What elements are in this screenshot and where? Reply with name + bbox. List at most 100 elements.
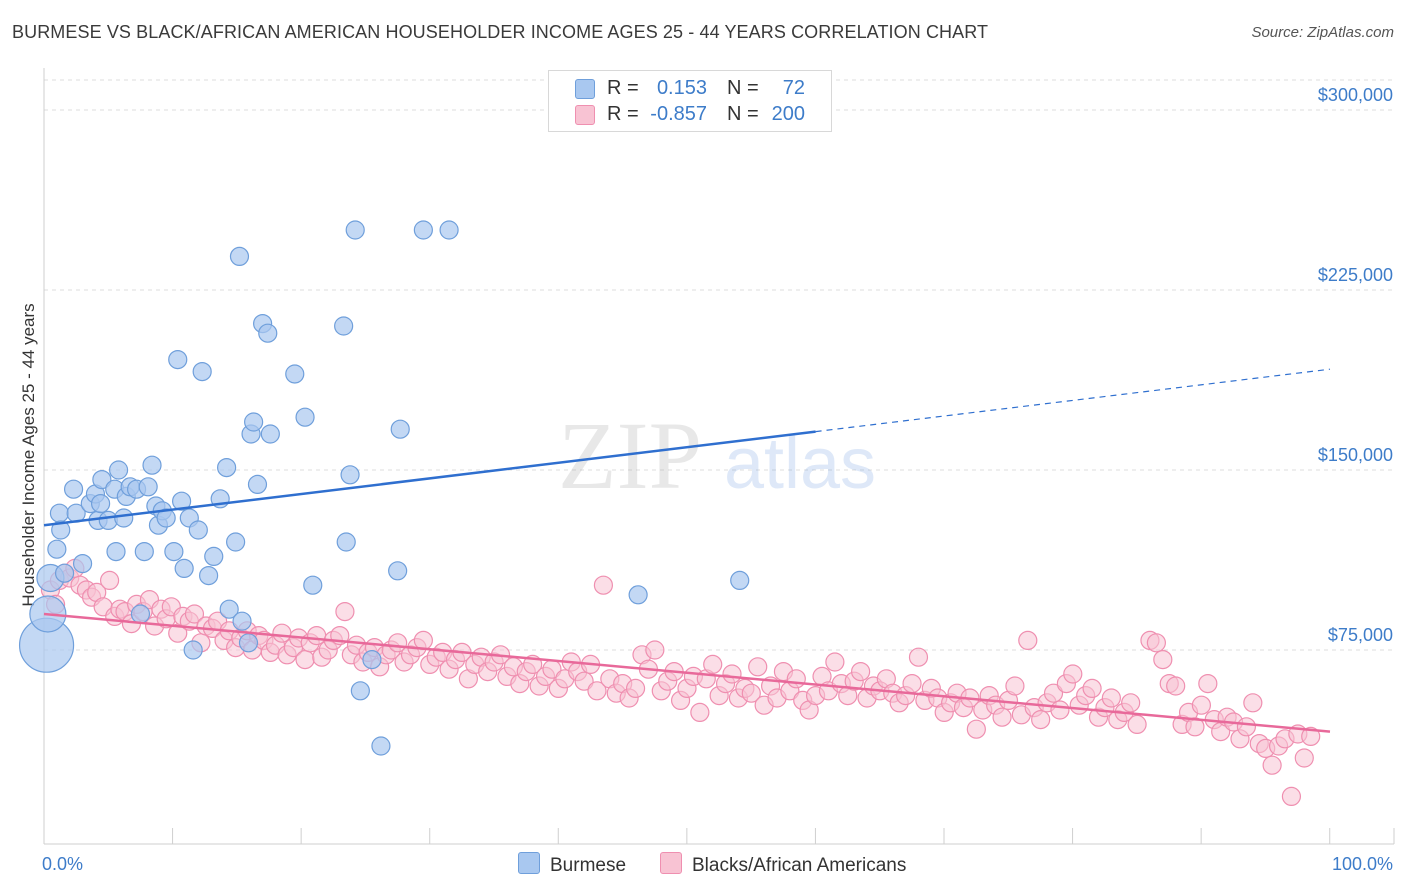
trend-line-burmese	[43, 430, 816, 527]
data-point-blacks	[1146, 633, 1166, 653]
data-point-burmese	[350, 681, 370, 701]
series-blacks-points	[40, 558, 1321, 807]
data-point-burmese	[106, 541, 126, 562]
data-point-burmese	[164, 541, 184, 562]
data-point-burmese	[138, 477, 158, 497]
r-label: R =	[607, 77, 639, 99]
data-point-burmese	[238, 633, 259, 653]
legend-item-burmese[interactable]: Burmese	[518, 852, 626, 877]
data-point-burmese	[232, 611, 252, 631]
data-point-burmese	[168, 350, 188, 370]
data-point-blacks	[1063, 664, 1083, 684]
n-label: N =	[727, 103, 759, 125]
correlation-legend: R = 0.153 N = 72 R = -0.857 N = 200	[548, 70, 832, 132]
legend-label-burmese: Burmese	[550, 855, 627, 876]
watermark: ZIP atlas	[558, 402, 876, 509]
data-point-burmese	[174, 558, 194, 579]
n-value: 72	[782, 77, 805, 99]
data-point-blacks	[786, 669, 806, 689]
data-point-burmese	[92, 470, 112, 490]
n-label: N =	[727, 77, 759, 99]
burmese-swatch	[575, 79, 595, 99]
data-point-blacks	[741, 683, 761, 703]
data-point-blacks	[625, 678, 646, 699]
data-point-blacks	[722, 664, 742, 684]
data-point-burmese	[90, 494, 111, 514]
watermark-atlas: atlas	[724, 424, 876, 504]
data-point-blacks	[1198, 673, 1218, 694]
data-point-burmese	[295, 407, 315, 427]
r-value: 0.153	[656, 77, 707, 99]
data-point-burmese	[114, 508, 134, 528]
data-point-burmese	[108, 460, 129, 480]
data-point-burmese	[172, 491, 192, 511]
data-point-burmese	[49, 503, 70, 523]
data-point-burmese	[219, 599, 239, 619]
data-point-burmese	[413, 220, 433, 240]
data-point-burmese	[204, 546, 224, 567]
blacks-swatch	[660, 852, 682, 874]
data-point-blacks	[1185, 717, 1205, 737]
data-point-blacks	[966, 719, 986, 739]
r-label: R =	[607, 103, 639, 125]
data-point-blacks	[690, 702, 710, 723]
data-point-burmese	[336, 532, 356, 552]
data-point-blacks	[1294, 748, 1314, 768]
data-point-burmese	[244, 412, 264, 432]
data-point-blacks	[184, 604, 205, 624]
data-point-blacks	[593, 575, 614, 595]
data-point-blacks	[902, 673, 922, 694]
data-point-blacks	[99, 570, 120, 591]
data-point-burmese	[199, 565, 219, 586]
data-point-blacks	[1262, 755, 1282, 775]
data-point-blacks	[307, 625, 327, 646]
x-tick-labels: 0.0% 100.0%	[42, 854, 1393, 874]
trend-lines	[43, 368, 1331, 733]
data-point-blacks	[1101, 688, 1121, 708]
data-point-blacks	[1031, 709, 1051, 730]
data-point-burmese	[260, 424, 280, 444]
data-point-burmese	[63, 479, 84, 499]
n-value: 200	[771, 103, 805, 125]
chart-title: BURMESE VS BLACK/AFRICAN AMERICAN HOUSEH…	[12, 22, 989, 42]
data-point-blacks	[908, 647, 929, 667]
data-point-blacks	[1301, 726, 1321, 747]
data-point-burmese	[340, 465, 360, 485]
data-point-blacks	[703, 654, 723, 675]
data-point-blacks	[574, 671, 594, 691]
data-point-blacks	[1127, 714, 1147, 735]
y-tick-label: $150,000	[1318, 445, 1393, 465]
data-point-burmese	[51, 520, 71, 540]
data-point-burmese	[345, 220, 365, 240]
axes	[43, 68, 1395, 845]
y-tick-label: $300,000	[1318, 85, 1393, 105]
data-point-burmese	[258, 323, 278, 343]
data-point-blacks	[992, 707, 1012, 727]
y-axis-label: Householder Income Ages 25 - 44 years	[19, 303, 38, 606]
data-point-burmese	[183, 640, 203, 660]
series-burmese-points	[18, 220, 750, 756]
data-point-blacks	[1153, 649, 1173, 670]
data-point-burmese	[217, 458, 237, 478]
legend-item-blacks[interactable]: Blacks/African Americans	[660, 852, 906, 877]
data-point-burmese	[371, 736, 391, 756]
data-point-blacks	[851, 661, 871, 682]
data-point-burmese	[134, 541, 154, 562]
trend-line-burmese-extension	[815, 368, 1331, 433]
data-point-blacks	[1191, 695, 1212, 715]
y-tick-label: $225,000	[1318, 265, 1393, 285]
data-point-burmese	[47, 539, 67, 559]
data-point-burmese	[285, 364, 305, 384]
data-point-burmese	[229, 246, 250, 266]
legend-label-blacks: Blacks/African Americans	[692, 855, 907, 876]
data-point-blacks	[1043, 683, 1064, 703]
data-point-blacks	[335, 601, 355, 622]
x-tick-label: 100.0%	[1332, 854, 1393, 874]
data-point-burmese	[226, 532, 246, 552]
y-tick-label: $75,000	[1328, 625, 1393, 645]
data-point-blacks	[413, 630, 433, 651]
data-point-burmese	[188, 520, 208, 540]
data-point-burmese	[72, 553, 93, 574]
data-point-burmese	[388, 561, 408, 581]
